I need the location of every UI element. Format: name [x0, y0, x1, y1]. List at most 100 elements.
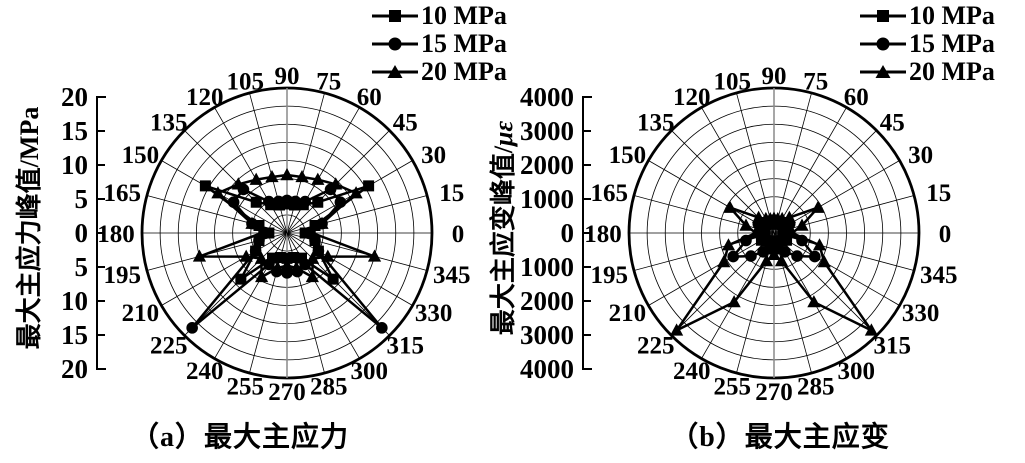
polar-chart-b: 0153045607590105120135150165180195210225… [520, 63, 957, 406]
angle-label-45: 45 [880, 109, 905, 136]
caption-chart-b: （b）最大主应变 [670, 422, 890, 453]
angle-label-90: 90 [275, 63, 300, 90]
angle-label-0: 0 [452, 221, 465, 248]
angle-label-300: 300 [351, 358, 389, 385]
square-marker-icon [372, 9, 418, 22]
angle-label-210: 210 [609, 300, 647, 327]
angle-label-285: 285 [797, 374, 835, 401]
radial-tick-label-b-1: 3000 [520, 116, 574, 146]
radial-tick-label-a-4: 0 [75, 218, 89, 248]
axis-unit-a: MPa [15, 106, 44, 161]
legend-item-20mpa: 20 MPa [372, 58, 507, 85]
angle-label-285: 285 [310, 374, 348, 401]
legend-label-20mpa: 20 MPa [909, 57, 995, 86]
radial-axis-title-b: 最大主应变峰值/με [487, 58, 521, 398]
radial-tick-label-a-6: 10 [61, 286, 88, 316]
angle-label-60: 60 [357, 84, 382, 111]
legend-label-15mpa: 15 MPa [909, 29, 995, 58]
angle-label-0: 0 [939, 221, 952, 248]
radial-axis-title-a: 最大主应力峰值/MPa [13, 58, 47, 398]
radial-tick-label-b-6: 2000 [520, 286, 574, 316]
series-20mpa-b [669, 200, 879, 336]
radial-tick-label-b-7: 3000 [520, 320, 574, 350]
radial-tick-label-a-5: 5 [75, 252, 89, 282]
radial-tick-label-b-3: 1000 [520, 184, 574, 214]
legend-item-20mpa: 20 MPa [860, 58, 995, 85]
angle-label-120: 120 [186, 84, 224, 111]
angle-label-345: 345 [433, 262, 471, 289]
angle-label-165: 165 [591, 180, 629, 207]
axis-title-text-b: 最大主应变峰值/ [489, 145, 518, 336]
axis-unit-b: με [489, 120, 518, 146]
angle-label-255: 255 [713, 374, 751, 401]
angle-label-315: 315 [873, 333, 911, 360]
angle-label-75: 75 [803, 68, 828, 95]
angle-label-330: 330 [415, 300, 453, 327]
radial-tick-label-a-3: 5 [75, 184, 89, 214]
angle-label-180: 180 [97, 221, 135, 248]
angle-label-315: 315 [386, 333, 424, 360]
legend-chart-b: 10 MPa 15 MPa 20 MPa [860, 2, 995, 85]
series-20mpa-a [192, 168, 382, 283]
angle-label-120: 120 [673, 84, 711, 111]
angle-label-210: 210 [122, 300, 160, 327]
angle-label-30: 30 [421, 142, 446, 169]
angle-label-60: 60 [844, 84, 869, 111]
angle-label-180: 180 [584, 221, 622, 248]
radial-tick-label-a-0: 20 [61, 82, 88, 112]
legend-label-20mpa: 20 MPa [421, 57, 507, 86]
triangle-marker-icon [372, 64, 418, 78]
radial-tick-label-b-5: 1000 [520, 252, 574, 282]
angle-label-270: 270 [755, 379, 793, 406]
radial-tick-label-b-2: 2000 [520, 150, 574, 180]
radial-tick-label-a-8: 20 [61, 354, 88, 384]
radial-tick-label-a-2: 10 [61, 150, 88, 180]
angle-label-270: 270 [268, 379, 306, 406]
angle-label-240: 240 [186, 358, 224, 385]
angle-label-345: 345 [920, 262, 958, 289]
circle-marker-icon [372, 37, 418, 50]
legend-label-15mpa: 15 MPa [421, 29, 507, 58]
angle-label-30: 30 [908, 142, 933, 169]
angle-label-225: 225 [150, 333, 188, 360]
radial-scale-a: 20 15 10 5 0 5 10 15 20 [61, 82, 106, 384]
angle-label-150: 150 [122, 142, 160, 169]
angle-label-15: 15 [926, 180, 951, 207]
angle-labels-b: 0153045607590105120135150165180195210225… [584, 63, 957, 406]
legend-item-15mpa: 15 MPa [860, 30, 995, 57]
angle-label-240: 240 [673, 358, 711, 385]
radial-tick-label-b-4: 0 [561, 218, 575, 248]
angle-labels-a: 0153045607590105120135150165180195210225… [97, 63, 470, 406]
legend-item-10mpa: 10 MPa [860, 2, 995, 29]
radial-tick-label-a-1: 15 [61, 116, 88, 146]
radial-tick-label-b-0: 4000 [520, 82, 574, 112]
triangle-marker-icon [860, 64, 906, 78]
angle-label-75: 75 [316, 68, 341, 95]
angle-label-195: 195 [591, 262, 629, 289]
angle-label-225: 225 [637, 333, 675, 360]
circle-marker-icon [860, 37, 906, 50]
caption-chart-a: （a）最大主应力 [130, 422, 349, 453]
angle-label-105: 105 [226, 68, 264, 95]
angle-label-15: 15 [439, 180, 464, 207]
angle-label-165: 165 [104, 180, 142, 207]
angle-label-90: 90 [762, 63, 787, 90]
radial-tick-label-a-7: 15 [61, 320, 88, 350]
angle-label-330: 330 [902, 300, 940, 327]
angle-label-135: 135 [150, 109, 188, 136]
radial-scale-b: 4000 3000 2000 1000 0 1000 2000 3000 4000 [520, 82, 592, 384]
angle-label-45: 45 [393, 109, 418, 136]
legend-label-10mpa: 10 MPa [421, 1, 507, 30]
angle-label-195: 195 [104, 262, 142, 289]
polar-chart-a: 0153045607590105120135150165180195210225… [61, 63, 470, 406]
angle-label-150: 150 [609, 142, 647, 169]
angle-label-300: 300 [838, 358, 876, 385]
angle-label-105: 105 [713, 68, 751, 95]
legend-label-10mpa: 10 MPa [909, 1, 995, 30]
legend-chart-a: 10 MPa 15 MPa 20 MPa [372, 2, 507, 85]
legend-item-15mpa: 15 MPa [372, 30, 507, 57]
legend-item-10mpa: 10 MPa [372, 2, 507, 29]
axis-title-text-a: 最大主应力峰值/ [15, 160, 44, 350]
